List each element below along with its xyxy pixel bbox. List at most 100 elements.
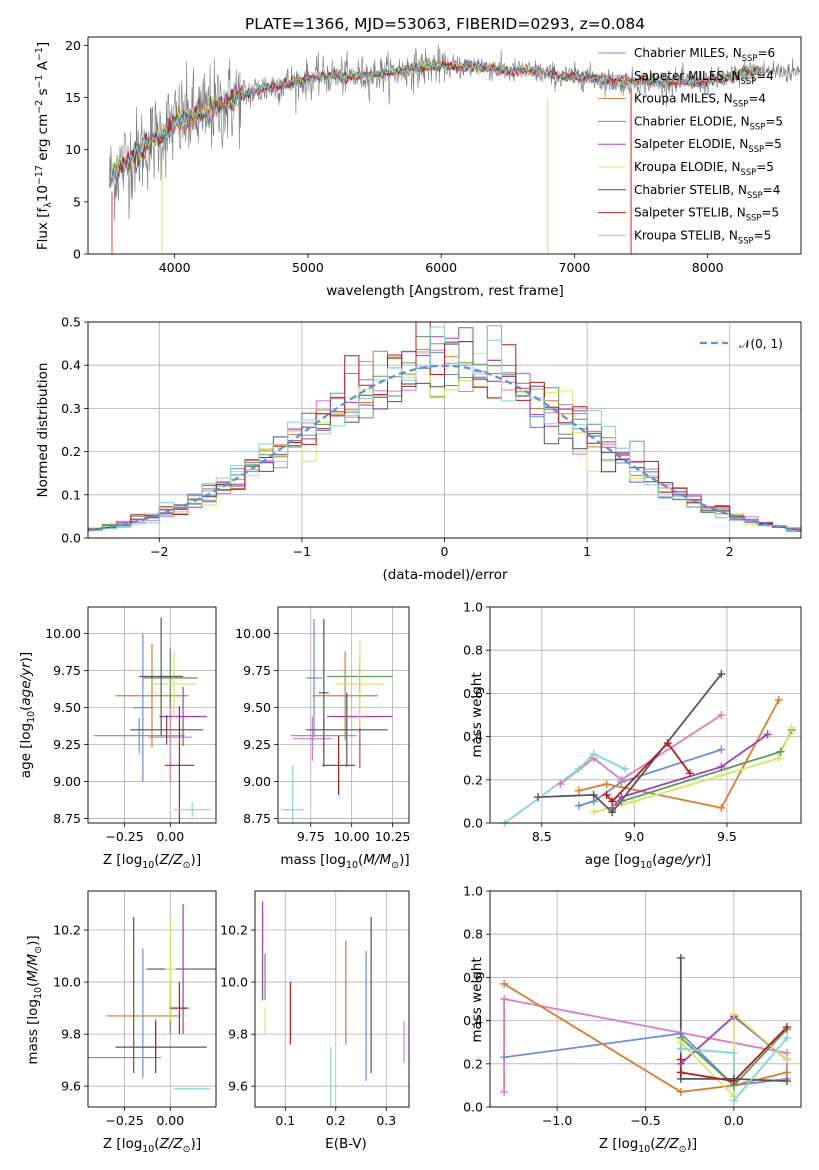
weight-vs-age-ytick-label: 1.0 <box>463 600 483 615</box>
age-vs-z-ytick-label: 8.75 <box>53 811 81 826</box>
weight-line <box>679 958 787 1082</box>
mass-vs-z-xlabel: Z [log10(Z/Z⊙)] <box>103 1136 201 1155</box>
age-vs-mass-xlabel: mass [log10(M/M⊙)] <box>280 852 409 871</box>
age-vs-z-ytick-label: 9.00 <box>53 774 81 789</box>
residuals-ytick-label: 0.0 <box>61 531 81 546</box>
weight-vs-age-ytick-label: 0.0 <box>463 816 483 831</box>
mass-vs-ebv-ytick-label: 9.8 <box>228 1027 248 1042</box>
residuals-frame <box>87 321 802 539</box>
legend-label: Kroupa ELODIE, NSSP=5 <box>634 160 774 177</box>
weight-vs-z-plot-area <box>490 890 801 1108</box>
residuals-xtick-label: 2 <box>726 544 734 559</box>
weight-line <box>503 1032 788 1087</box>
spectrum-title: PLATE=1366, MJD=53063, FIBERID=0293, z=0… <box>245 15 645 33</box>
age-vs-mass-ytick-label: 9.00 <box>243 774 271 789</box>
weight-line <box>578 748 722 807</box>
spectrum-frame <box>87 36 802 255</box>
residuals-ytick-label: 0.5 <box>61 315 81 330</box>
mass-vs-ebv-ytick-label: 10.0 <box>220 975 248 990</box>
age-vs-z-ytick-label: 10.00 <box>45 626 81 641</box>
weight-vs-age-xtick-label: 9.0 <box>624 829 644 844</box>
spectrum-ytick-label: 5 <box>73 194 81 209</box>
histogram-step <box>88 326 801 532</box>
weight-vs-age-frame <box>489 606 802 824</box>
age-vs-mass-ytick-label: 10.00 <box>235 626 271 641</box>
weight-vs-z-ytick-label: 0.0 <box>463 1100 483 1115</box>
mass-vs-ebv-ytick-label: 9.6 <box>228 1079 248 1094</box>
age-vs-z-frame <box>87 606 217 824</box>
spectrum-ytick-label: 15 <box>65 90 81 105</box>
weight-vs-z-ytick-label: 0.2 <box>463 1056 483 1071</box>
normal-curve <box>88 364 801 532</box>
legend-label: Kroupa MILES, NSSP=4 <box>634 92 766 109</box>
age-vs-z-xtick-label: −0.25 <box>105 829 143 844</box>
weight-vs-age-marks <box>504 673 793 823</box>
age-vs-mass-xtick-label: 9.75 <box>297 829 325 844</box>
legend-label: Salpeter MILES, NSSP=4 <box>634 69 774 86</box>
residuals-ytick-label: 0.3 <box>61 401 81 416</box>
weight-line <box>503 997 788 1092</box>
age-vs-z-ytick-label: 9.50 <box>53 700 81 715</box>
mass-vs-z-xtick-label: 0.00 <box>156 1113 184 1128</box>
legend-label: Chabrier MILES, NSSP=6 <box>634 46 775 63</box>
age-vs-mass-xtick-label: 10.00 <box>334 829 370 844</box>
legend-label: Salpeter ELODIE, NSSP=5 <box>634 137 782 154</box>
residuals-xtick-label: 0 <box>441 544 449 559</box>
weight-vs-z-ylabel: mass weight <box>469 957 485 1042</box>
legend-label: Chabrier STELIB, NSSP=4 <box>634 183 780 200</box>
weight-line <box>503 983 788 1093</box>
age-vs-z-ytick-label: 9.75 <box>53 663 81 678</box>
weight-vs-z-xtick-label: −1.0 <box>542 1113 572 1128</box>
mass-vs-ebv-xtick-label: 0.3 <box>376 1113 396 1128</box>
age-vs-mass-ytick-label: 9.75 <box>243 663 271 678</box>
weight-vs-z-xtick-label: −0.5 <box>630 1113 660 1128</box>
weight-line <box>504 752 626 823</box>
weight-vs-age-ytick-label: 0.4 <box>463 729 483 744</box>
weight-vs-z-ytick-label: 0.6 <box>463 970 483 985</box>
legend-label: 𝒩(0, 1) <box>739 337 783 351</box>
weight-line <box>611 733 769 809</box>
mass-vs-ebv-ytick-label: 10.2 <box>220 923 248 938</box>
mass-vs-z-frame <box>87 890 217 1108</box>
spectrum-xlabel: wavelength [Angstrom, rest frame] <box>326 283 564 299</box>
age-vs-z-ylabel: age [log10(age/yr)] <box>18 652 37 778</box>
mass-vs-ebv-xtick-label: 0.2 <box>326 1113 346 1128</box>
age-vs-mass-xtick-label: 10.25 <box>375 829 411 844</box>
mass-vs-ebv-marks <box>261 901 405 1107</box>
spectrum-xtick-label: 6000 <box>425 260 457 275</box>
mass-vs-z-ytick-label: 9.8 <box>61 1027 81 1042</box>
weight-vs-age-xtick-label: 8.5 <box>532 829 552 844</box>
weight-vs-age-ylabel: mass weight <box>469 672 485 757</box>
weight-line <box>538 673 723 814</box>
residuals-xtick-label: −1 <box>293 544 311 559</box>
residuals-ytick-label: 0.2 <box>61 444 81 459</box>
spectrum-ytick-label: 10 <box>65 142 81 157</box>
weight-line <box>611 729 793 811</box>
model-spectrum-line <box>112 60 761 186</box>
mass-vs-ebv-plot-area <box>255 891 409 1107</box>
weight-line <box>578 699 780 809</box>
spectrum-xtick-label: 5000 <box>292 260 324 275</box>
weight-vs-z-xtick-label: 0.0 <box>724 1113 744 1128</box>
spectrum-xtick-label: 8000 <box>692 260 724 275</box>
weight-vs-z-xlabel: Z [log10(Z/Z⊙)] <box>599 1136 697 1155</box>
age-vs-mass-plot-area <box>278 607 409 823</box>
legend-label: Chabrier ELODIE, NSSP=5 <box>634 114 783 131</box>
weight-vs-z-frame <box>489 890 802 1108</box>
weight-line <box>605 741 691 803</box>
model-spectrum-line <box>112 60 761 181</box>
mass-vs-z-plot-area <box>88 891 216 1107</box>
weight-vs-z-ytick-label: 0.4 <box>463 1013 483 1028</box>
age-vs-mass-frame <box>277 606 410 824</box>
mass-vs-ebv-xlabel: E(B-V) <box>325 1136 367 1152</box>
residuals-ytick-label: 0.1 <box>61 487 81 502</box>
weight-vs-z-ytick-label: 1.0 <box>463 884 483 899</box>
residuals-ylabel: Normed distribution <box>35 363 51 498</box>
age-vs-mass-ytick-label: 9.25 <box>243 737 271 752</box>
residuals-xtick-label: 1 <box>583 544 591 559</box>
residuals-marks <box>88 322 801 532</box>
spectrum-xtick-label: 4000 <box>159 260 191 275</box>
age-vs-mass-marks <box>281 618 393 823</box>
weight-vs-age-ytick-label: 0.6 <box>463 686 483 701</box>
